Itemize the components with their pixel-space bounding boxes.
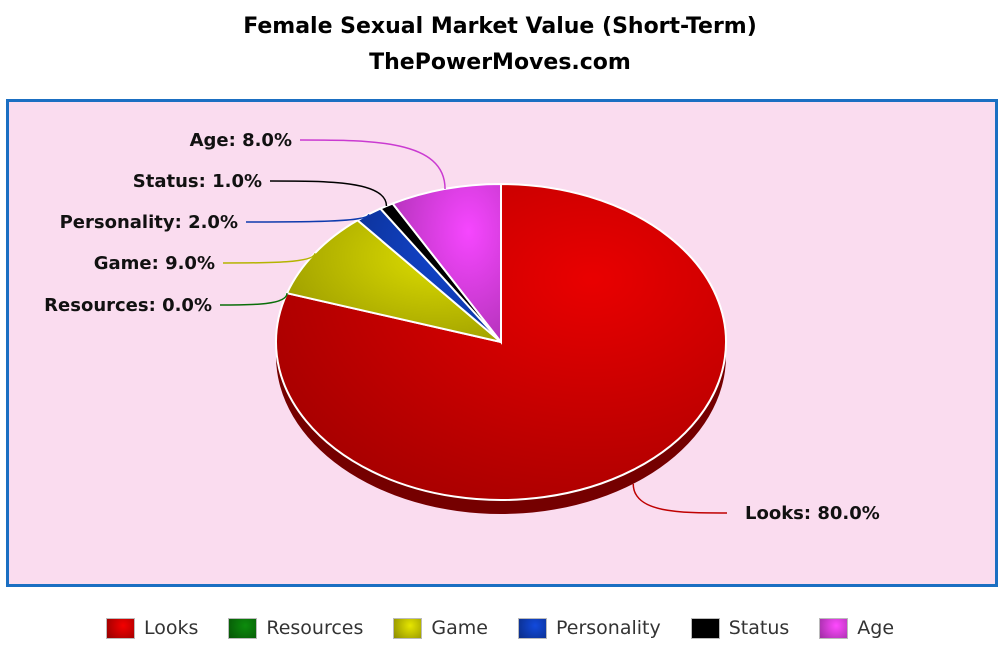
data-label-looks: Looks: 80.0%: [745, 503, 880, 524]
leader-line-status: [269, 180, 388, 207]
legend-item-personality[interactable]: Personality: [517, 617, 661, 639]
legend-swatch: [393, 617, 423, 639]
leader-line-looks: [632, 483, 728, 514]
data-label-game: Game: 9.0%: [94, 253, 215, 274]
legend: Looks Resources Game Personality Status Age: [0, 617, 1000, 639]
leader-line-game: [222, 252, 316, 264]
legend-label: Game: [431, 617, 488, 639]
legend-item-age[interactable]: Age: [819, 617, 894, 639]
leader-line-personality: [245, 213, 370, 223]
chart-subtitle: ThePowerMoves.com: [369, 50, 631, 75]
slice-age[interactable]: [390, 182, 502, 345]
legend-label: Status: [728, 617, 790, 639]
legend-label: Looks: [143, 617, 199, 639]
data-label-age: Age: 8.0%: [190, 130, 292, 151]
legend-item-status[interactable]: Status: [690, 617, 790, 639]
legend-item-game[interactable]: Game: [393, 617, 488, 639]
legend-swatch: [819, 617, 849, 639]
leader-line-resources: [219, 292, 288, 306]
legend-swatch: [690, 617, 720, 639]
chart-title: Female Sexual Market Value (Short-Term): [243, 14, 757, 39]
legend-label: Personality: [555, 617, 661, 639]
legend-swatch: [228, 617, 258, 639]
data-label-personality: Personality: 2.0%: [60, 212, 238, 233]
legend-label: Resources: [266, 617, 364, 639]
data-label-resources: Resources: 0.0%: [44, 295, 212, 316]
data-label-status: Status: 1.0%: [133, 171, 262, 192]
legend-swatch: [517, 617, 547, 639]
leader-line-age: [299, 139, 446, 189]
legend-swatch: [105, 617, 135, 639]
legend-label: Age: [857, 617, 895, 639]
legend-item-resources[interactable]: Resources: [228, 617, 363, 639]
legend-item-looks[interactable]: Looks: [105, 617, 199, 639]
